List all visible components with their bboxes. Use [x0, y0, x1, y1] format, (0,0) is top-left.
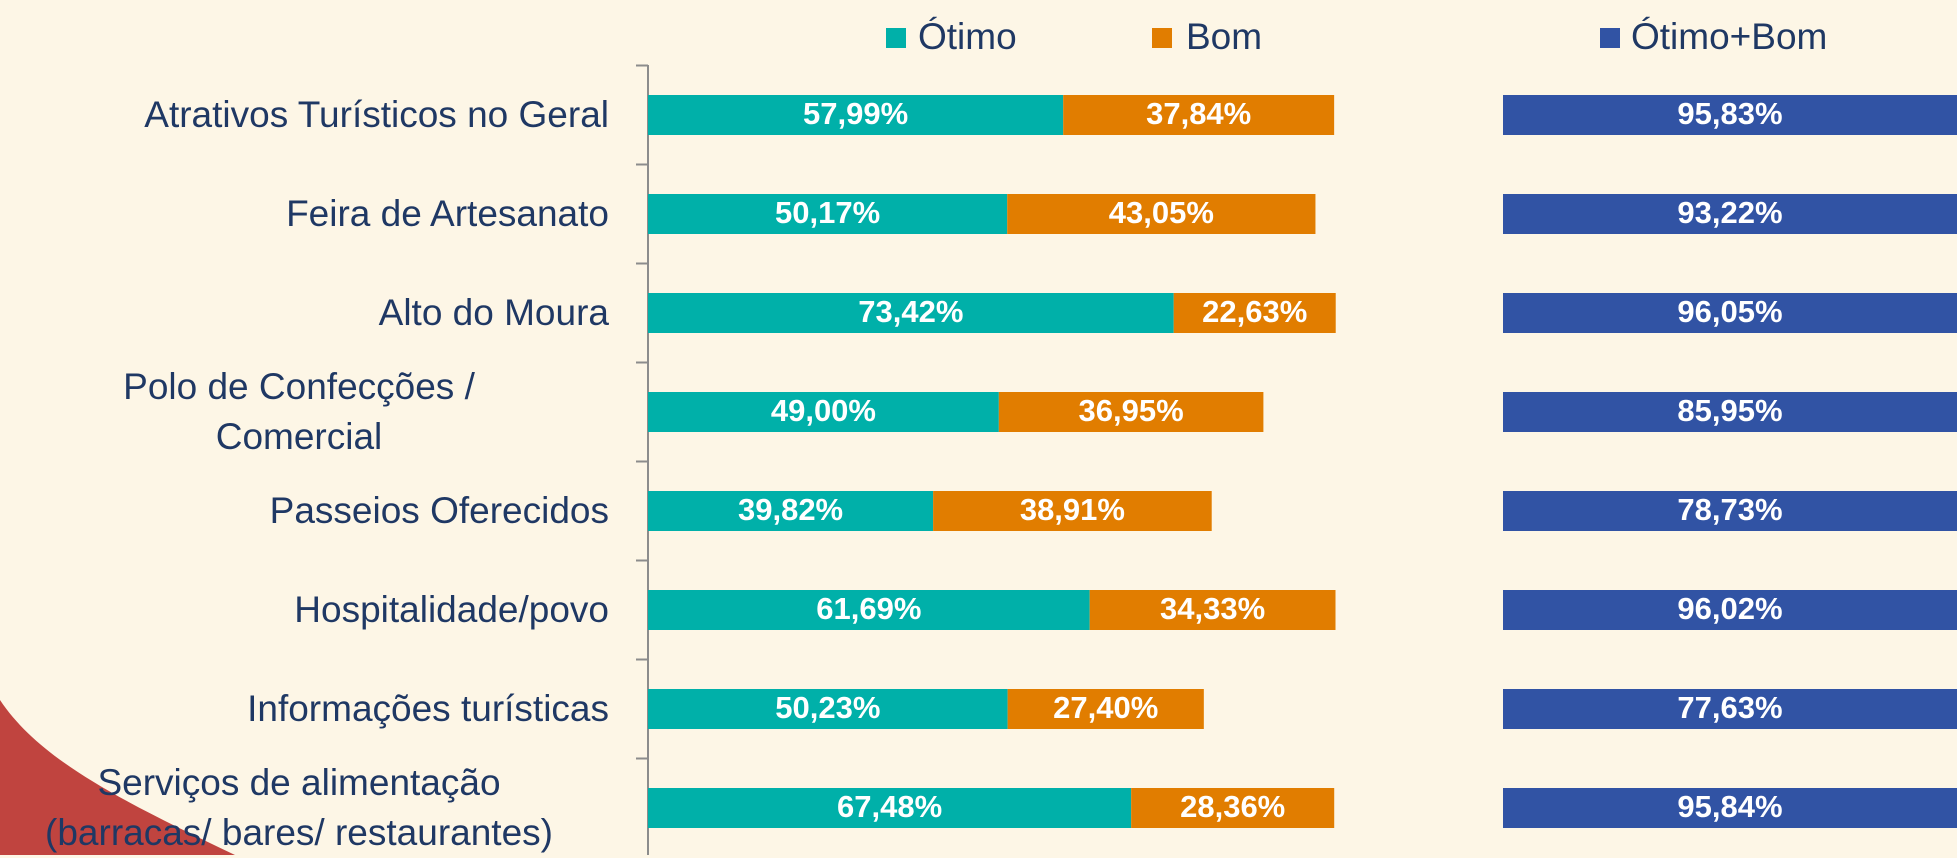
value-label: 50,17%: [775, 195, 880, 230]
bar: [1007, 194, 1316, 234]
category-label: Hospitalidade/povo: [294, 589, 609, 630]
bar: [1503, 491, 1957, 531]
value-label: 78,73%: [1677, 492, 1782, 527]
bar: [1007, 689, 1204, 729]
category-label: Alto do Moura: [378, 292, 609, 333]
value-label: 61,69%: [816, 591, 921, 626]
value-label: 95,83%: [1677, 96, 1782, 131]
value-label: 28,36%: [1180, 789, 1285, 824]
legend-swatch: [886, 28, 906, 48]
category-label: Serviços de alimentação (barracas/ bares…: [45, 762, 553, 853]
value-label: 50,23%: [775, 690, 880, 725]
value-label: 93,22%: [1677, 195, 1782, 230]
legend-label: Ótimo: [918, 16, 1017, 57]
value-label: 73,42%: [858, 294, 963, 329]
bar: [1503, 194, 1957, 234]
bar: [1173, 293, 1336, 333]
bar: [1131, 788, 1335, 828]
category-label: Feira de Artesanato: [286, 193, 609, 234]
value-label: 27,40%: [1053, 690, 1158, 725]
decoration: [0, 700, 235, 855]
legend-swatch: [1600, 28, 1620, 48]
value-label: 95,84%: [1677, 789, 1782, 824]
category-label: Passeios Oferecidos: [269, 490, 609, 531]
bar: [648, 689, 1008, 729]
value-label: 57,99%: [803, 96, 908, 131]
legend-swatch: [1152, 28, 1172, 48]
bar: [933, 491, 1212, 531]
bar: [1503, 95, 1957, 135]
bar: [648, 95, 1064, 135]
legend-label: Bom: [1186, 16, 1262, 57]
value-label: 37,84%: [1146, 96, 1251, 131]
value-label: 43,05%: [1109, 195, 1214, 230]
value-label: 36,95%: [1079, 393, 1184, 428]
category-label: Atrativos Turísticos no Geral: [144, 94, 609, 135]
value-label: 22,63%: [1202, 294, 1307, 329]
value-label: 39,82%: [738, 492, 843, 527]
value-label: 49,00%: [771, 393, 876, 428]
bar: [1503, 590, 1957, 630]
bar: [648, 788, 1132, 828]
bar: [1503, 689, 1957, 729]
bar: [1503, 788, 1957, 828]
legend-label: Ótimo+Bom: [1631, 16, 1827, 57]
value-label: 34,33%: [1160, 591, 1265, 626]
bar: [648, 194, 1008, 234]
value-label: 85,95%: [1677, 393, 1782, 428]
category-label: Polo de Confecções / Comercial: [123, 366, 475, 457]
bar: [648, 590, 1090, 630]
value-label: 77,63%: [1677, 690, 1782, 725]
bar: [1503, 293, 1957, 333]
category-label: Informações turísticas: [247, 688, 609, 729]
value-label: 96,02%: [1677, 591, 1782, 626]
bar: [648, 293, 1174, 333]
value-label: 67,48%: [837, 789, 942, 824]
bar: [1503, 392, 1957, 432]
value-label: 96,05%: [1677, 294, 1782, 329]
bar: [1063, 95, 1335, 135]
bar: [648, 392, 999, 432]
bar: [648, 491, 934, 531]
bar: [998, 392, 1264, 432]
value-label: 38,91%: [1020, 492, 1125, 527]
bar: [1089, 590, 1336, 630]
